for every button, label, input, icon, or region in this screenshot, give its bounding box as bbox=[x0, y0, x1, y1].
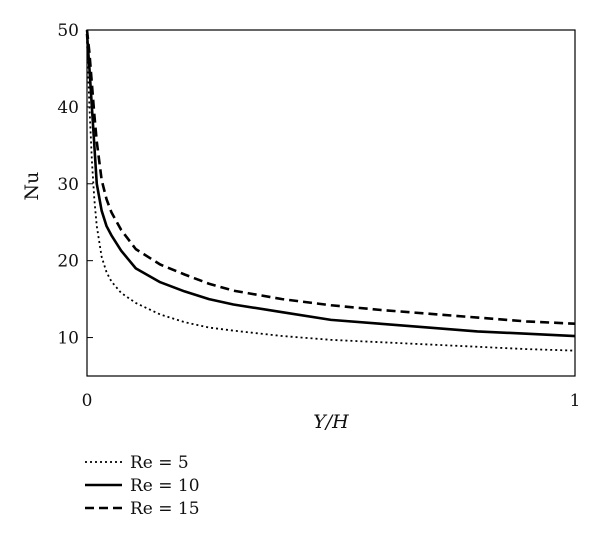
y-tick-label: 30 bbox=[57, 175, 79, 195]
plot-frame bbox=[86, 29, 576, 377]
legend-item: Re = 5 bbox=[85, 453, 189, 473]
legend: Re = 5 Re = 10 Re = 15 bbox=[85, 453, 200, 519]
series-line-re-15 bbox=[85, 29, 576, 326]
x-tick-label: 0 bbox=[82, 391, 93, 411]
y-tick-label: 50 bbox=[57, 21, 79, 41]
series-line-re-10 bbox=[85, 33, 576, 338]
x-tick-label: 1 bbox=[570, 391, 581, 411]
legend-label-re-5: Re = 5 bbox=[130, 453, 189, 473]
legend-label-re-15: Re = 15 bbox=[130, 499, 200, 519]
y-tick-label: 40 bbox=[57, 98, 79, 118]
x-axis-label: Y/H bbox=[313, 411, 349, 433]
legend-item: Re = 10 bbox=[85, 476, 200, 496]
axes bbox=[86, 29, 576, 377]
y-tick-label: 20 bbox=[57, 252, 79, 272]
legend-label-re-10: Re = 10 bbox=[130, 476, 200, 496]
legend-item: Re = 15 bbox=[85, 499, 200, 519]
series-lines bbox=[85, 29, 576, 352]
axis-ticks: 10 20 30 40 50 0 1 bbox=[57, 21, 580, 411]
y-tick-label: 10 bbox=[57, 329, 79, 349]
series-line-re-5 bbox=[86, 41, 576, 352]
y-axis-label: Nu bbox=[21, 172, 43, 201]
